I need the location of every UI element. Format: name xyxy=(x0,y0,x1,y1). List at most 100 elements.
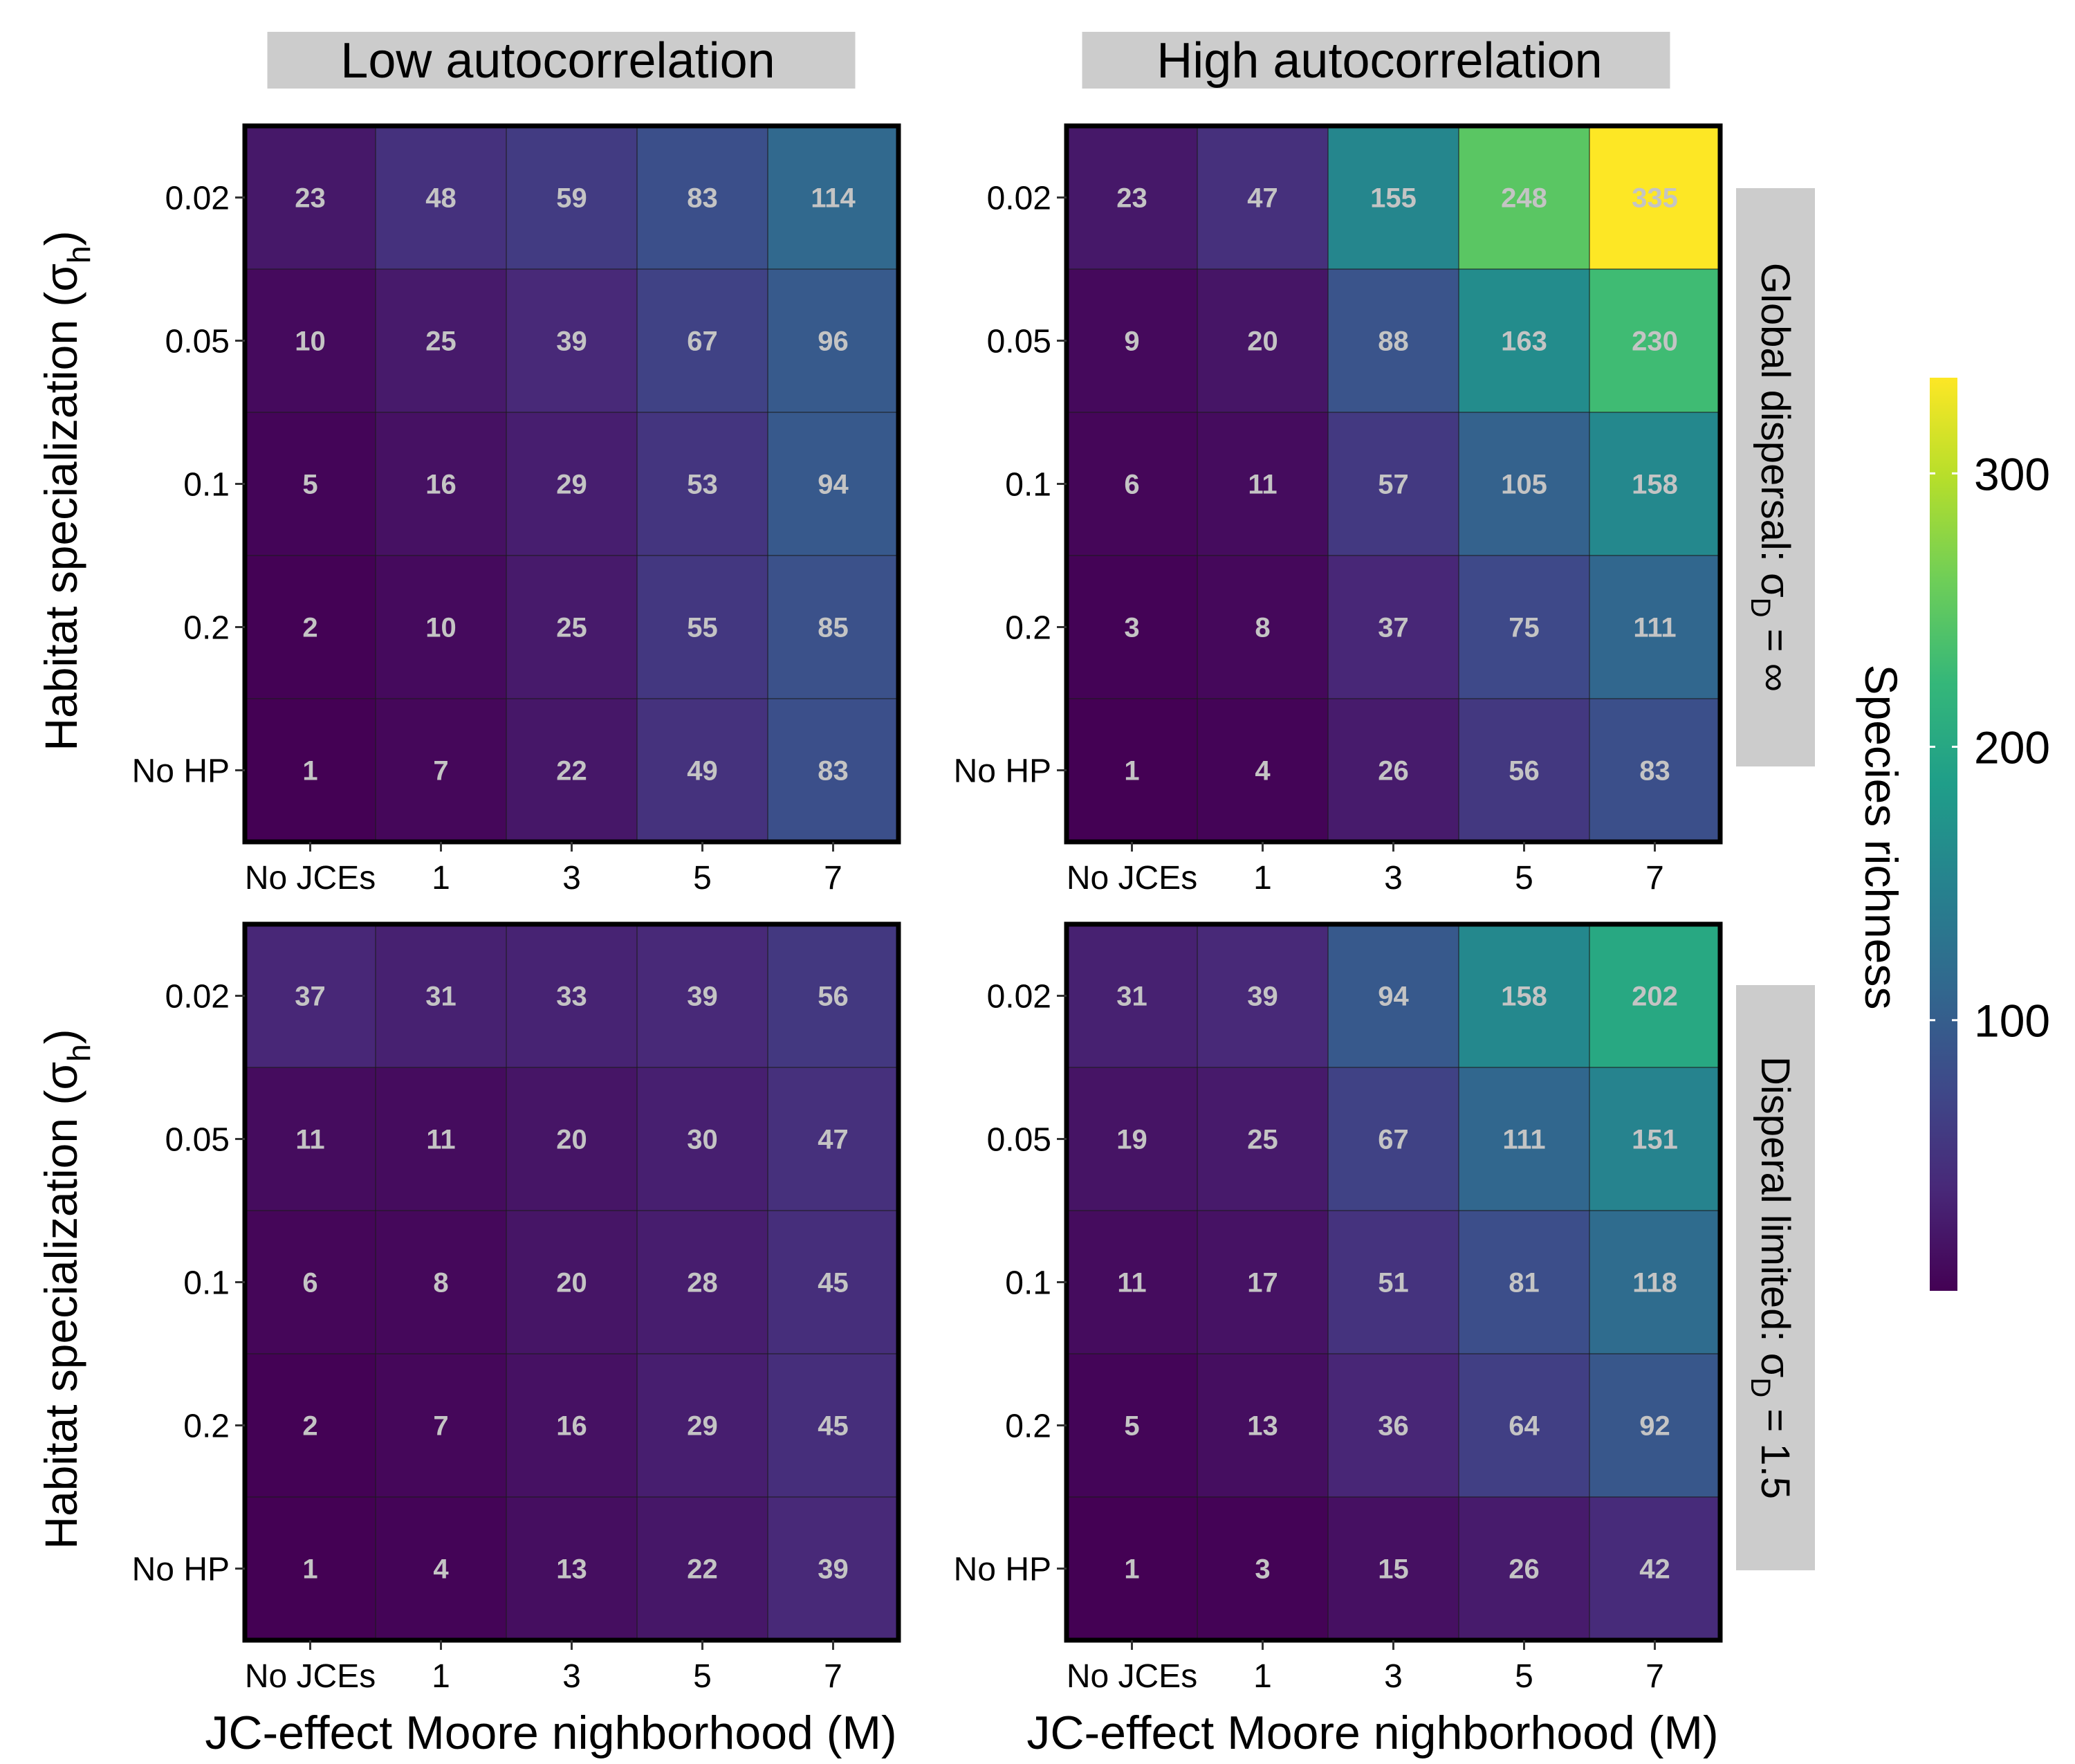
cell-value-label: 163 xyxy=(1501,327,1547,357)
heatmap-cell xyxy=(375,1496,507,1641)
cell-value-label: 1 xyxy=(1124,756,1139,787)
row-strip xyxy=(1736,985,1815,1570)
cell-value-label: 64 xyxy=(1509,1411,1540,1442)
cell-value-label: 33 xyxy=(556,982,587,1012)
cell-value-label: 26 xyxy=(1509,1554,1540,1585)
heatmap-cell xyxy=(767,1496,899,1641)
heatmap-cell xyxy=(506,412,638,556)
column-title: Low autocorrelation xyxy=(340,33,775,89)
cell-value-label: 20 xyxy=(1247,327,1278,357)
heatmap-cell xyxy=(636,924,768,1068)
cell-value-label: 92 xyxy=(1639,1411,1670,1442)
heatmap-cell xyxy=(375,698,507,843)
y-tick-label: 0.1 xyxy=(1005,467,1051,504)
heatmap-cell xyxy=(1197,1496,1329,1641)
x-tick-label: 5 xyxy=(1515,860,1533,897)
heatmap-cell xyxy=(375,1353,507,1498)
heatmap-cell xyxy=(767,924,899,1068)
cell-value-label: 30 xyxy=(687,1125,718,1155)
heatmap-cell xyxy=(1066,698,1198,843)
y-tick-label: 0.05 xyxy=(165,1122,230,1159)
heatmap-cell xyxy=(244,1210,376,1354)
colorbar: 100 200 300 Species richness xyxy=(1856,378,2050,1291)
heatmap-cell xyxy=(1458,125,1590,270)
heatmap-cell xyxy=(506,1496,638,1641)
cell-value-label: 28 xyxy=(687,1268,718,1298)
cell-value-label: 13 xyxy=(1247,1411,1278,1442)
cell-value-label: 49 xyxy=(687,756,718,787)
x-tick-label: 5 xyxy=(693,860,712,897)
cell-value-label: 39 xyxy=(1247,982,1278,1012)
cell-value-label: 9 xyxy=(1124,327,1139,357)
cell-value-label: 42 xyxy=(1639,1554,1670,1585)
cell-value-label: 7 xyxy=(433,1411,448,1442)
heatmap-cell xyxy=(767,1210,899,1354)
cell-value-label: 15 xyxy=(1378,1554,1409,1585)
heatmap-cell xyxy=(506,924,638,1068)
y-tick-label: No HP xyxy=(954,753,1051,790)
x-tick-label: No JCEs xyxy=(1067,860,1197,897)
heatmap-cell xyxy=(506,1067,638,1211)
y-axis-title: Habitat specialization (σh) xyxy=(35,1029,97,1549)
heatmap-cell xyxy=(506,698,638,843)
heatmap-cell xyxy=(506,1210,638,1354)
cell-value-label: 202 xyxy=(1632,982,1678,1012)
heatmap-cell xyxy=(1589,1067,1721,1211)
heatmap-cell xyxy=(636,1496,768,1641)
cell-value-label: 4 xyxy=(1255,756,1271,787)
cell-value-label: 45 xyxy=(818,1268,849,1298)
cell-value-label: 114 xyxy=(811,183,856,214)
heatmap-cell xyxy=(1589,1496,1721,1641)
cell-value-label: 19 xyxy=(1116,1125,1147,1155)
cell-value-label: 83 xyxy=(687,183,718,214)
heatmap-cell xyxy=(1458,412,1590,556)
cell-value-label: 4 xyxy=(433,1554,449,1585)
heatmap-cell xyxy=(767,412,899,556)
cell-value-label: 25 xyxy=(425,327,456,357)
cell-value-label: 10 xyxy=(295,327,326,357)
heatmap-cell xyxy=(244,1067,376,1211)
cell-value-label: 39 xyxy=(687,982,718,1012)
y-tick-label: 0.1 xyxy=(1005,1265,1051,1302)
cell-value-label: 39 xyxy=(556,327,587,357)
heatmap-cell xyxy=(636,1210,768,1354)
cell-value-label: 16 xyxy=(556,1411,587,1442)
x-tick-label: 1 xyxy=(432,1658,450,1695)
cell-value-label: 67 xyxy=(687,327,718,357)
colorbar-title: Species richness xyxy=(1856,665,1907,1010)
heatmap-cell xyxy=(1066,268,1198,413)
cell-value-label: 151 xyxy=(1632,1125,1678,1155)
row-title: Global dispersal: σD = ∞ xyxy=(1745,263,1798,692)
heatmap-cell xyxy=(1197,1210,1329,1354)
cell-value-label: 248 xyxy=(1501,183,1547,214)
cell-value-label: 11 xyxy=(1248,470,1277,500)
y-tick-label: 0.1 xyxy=(183,1265,230,1302)
heatmap-cell xyxy=(1327,1210,1459,1354)
column-strip xyxy=(267,32,856,89)
x-axis-title: JC-effect Moore nighborhood (M) xyxy=(205,1707,896,1759)
heatmap-cell xyxy=(1458,1353,1590,1498)
heatmap-cell xyxy=(244,125,376,270)
heatmap-cell xyxy=(375,1210,507,1354)
heatmap-cell xyxy=(1066,412,1198,556)
cell-value-label: 20 xyxy=(556,1268,587,1298)
heatmap-cell xyxy=(1327,1067,1459,1211)
heatmap-cell xyxy=(1327,698,1459,843)
heatmap-cell xyxy=(1589,268,1721,413)
heatmap-cell xyxy=(506,268,638,413)
heatmap-cell xyxy=(1589,698,1721,843)
cell-value-label: 56 xyxy=(1509,756,1540,787)
cell-value-label: 85 xyxy=(818,613,849,643)
y-tick-label: No HP xyxy=(132,1552,230,1588)
heatmap-cell xyxy=(1066,1067,1198,1211)
cell-value-label: 56 xyxy=(818,982,849,1012)
cell-value-label: 55 xyxy=(687,613,718,643)
colorbar-gradient xyxy=(1930,378,1957,1291)
heatmap-cell xyxy=(636,125,768,270)
heatmap-cell xyxy=(636,412,768,556)
cell-value-label: 2 xyxy=(302,1411,317,1442)
heatmap-cell xyxy=(1458,268,1590,413)
heatmap-cell xyxy=(1066,1353,1198,1498)
